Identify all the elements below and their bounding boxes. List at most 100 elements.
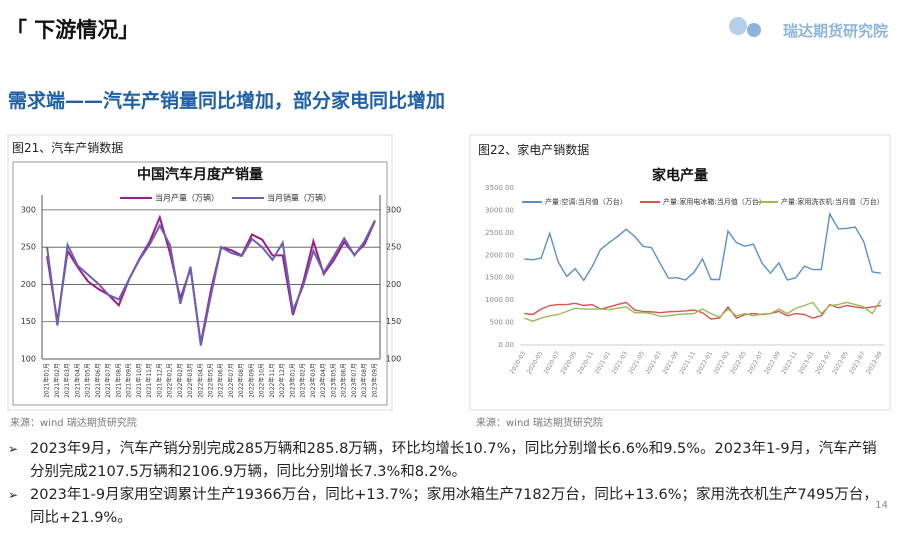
figure-frame — [469, 134, 891, 411]
x-tick-label: 2023年04月 — [319, 363, 327, 398]
header-title: 「 下游情况」 — [6, 18, 140, 42]
y-tick-label: 150 — [21, 317, 36, 326]
x-tick-label: 2022-09 — [763, 350, 782, 375]
series-line — [523, 299, 882, 322]
bullets: 2023年9月，汽车产销分别完成285万辆和285.8万辆，环比均增长10.7%… — [8, 438, 878, 530]
y2-tick-label: 250 — [386, 243, 401, 252]
x-tick-label: 2023年06月 — [340, 363, 348, 398]
page-number: 14 — [875, 500, 888, 511]
x-tick-label: 2022年10月 — [258, 363, 266, 398]
x-tick-label: 2022年02月 — [176, 363, 184, 398]
x-tick-label: 2020-09 — [560, 350, 579, 375]
x-tick-label: 2021年05月 — [84, 363, 92, 398]
y-tick-label: 3500.00 — [485, 184, 514, 192]
y2-tick-label: 200 — [386, 280, 401, 289]
y-tick-label: 200 — [21, 280, 36, 289]
y-tick-label: 3000.00 — [485, 206, 514, 214]
bullet: 2023年1-9月家用空调累计生产19366万台，同比+13.7%；家用冰箱生产… — [8, 484, 878, 530]
x-tick-label: 2021年07月 — [104, 363, 112, 398]
x-tick-label: 2021年03月 — [63, 363, 71, 398]
figure-frame — [7, 134, 393, 411]
x-tick-label: 2022年12月 — [278, 363, 286, 398]
figure-source: 来源：wind 瑞达期货研究院 — [10, 418, 137, 429]
x-tick-label: 2022-03 — [712, 350, 731, 375]
x-tick-label: 2021年11月 — [145, 363, 153, 398]
x-tick-label: 2021-05 — [628, 350, 647, 375]
legend-label: 产量:家用电冰箱:当月值（万台） — [663, 197, 766, 206]
x-tick-label: 2021-09 — [661, 350, 680, 375]
x-tick-label: 2020-03 — [509, 350, 528, 375]
y2-tick-label: 100 — [386, 355, 401, 364]
x-tick-label: 2021年06月 — [94, 363, 102, 398]
x-tick-label: 2022-11 — [780, 350, 799, 375]
x-tick-label: 2023年01月 — [288, 363, 296, 398]
x-tick-label: 2022年04月 — [196, 363, 204, 398]
y-tick-label: 500.00 — [490, 319, 515, 327]
legend-label: 产量:家用洗衣机:当月值（万台） — [781, 197, 884, 206]
x-tick-label: 2023年08月 — [360, 363, 368, 398]
chart-title: 家电产量 — [652, 167, 708, 184]
x-tick-label: 2023-05 — [831, 350, 850, 375]
x-tick-label: 2021年12月 — [155, 363, 163, 398]
legend-label: 产量:空调:当月值（万台） — [545, 197, 627, 206]
figure-source: 来源：wind 瑞达期货研究院 — [476, 418, 603, 429]
y-tick-label: 250 — [21, 243, 36, 252]
y-tick-label: 2000.00 — [485, 251, 514, 259]
y-tick-label: 100 — [21, 355, 36, 364]
logo-icon — [747, 23, 761, 37]
logo-icon — [729, 17, 747, 35]
x-tick-label: 2022年07月 — [227, 363, 235, 398]
x-tick-label: 2021年01月 — [43, 363, 51, 398]
legend-label: 当月产量（万辆） — [155, 193, 219, 203]
x-tick-label: 2022年01月 — [166, 363, 174, 398]
y-tick-label: 1000.00 — [485, 296, 514, 304]
y2-tick-label: 150 — [386, 317, 401, 326]
x-tick-label: 2023年02月 — [299, 363, 307, 398]
x-tick-label: 2022年09月 — [247, 363, 255, 398]
x-tick-label: 2021年08月 — [114, 363, 122, 398]
y-tick-label: 300 — [21, 205, 36, 214]
y-tick-label: 2500.00 — [485, 229, 514, 237]
x-tick-label: 2023-01 — [797, 350, 816, 375]
x-tick-label: 2020-07 — [543, 350, 562, 375]
x-tick-label: 2023-07 — [848, 350, 867, 375]
series-line — [524, 301, 881, 320]
x-tick-label: 2022年06月 — [217, 363, 225, 398]
x-tick-label: 2023年05月 — [329, 363, 337, 398]
y-tick-label: 1500.00 — [485, 274, 514, 282]
x-tick-label: 2021-11 — [678, 350, 697, 375]
x-tick-label: 2021年04月 — [73, 363, 81, 398]
x-tick-label: 2021-07 — [644, 350, 663, 375]
subtitle: 需求端——汽车产销量同比增加，部分家电同比增加 — [8, 90, 446, 112]
y-tick-label: 0.00 — [498, 341, 514, 349]
y2-tick-label: 300 — [386, 205, 401, 214]
chart-frame — [12, 161, 388, 406]
x-tick-label: 2020-11 — [577, 350, 596, 375]
bullet: 2023年9月，汽车产销分别完成285万辆和285.8万辆，环比均增长10.7%… — [8, 438, 878, 484]
x-tick-label: 2020-05 — [526, 350, 545, 375]
x-tick-label: 2023-03 — [814, 350, 833, 375]
series-line — [524, 211, 881, 282]
x-tick-label: 2023年03月 — [309, 363, 317, 398]
figure-caption: 图22、家电产销数据 — [478, 143, 590, 157]
x-tick-label: 2023年09月 — [370, 363, 378, 398]
x-tick-label: 2022-07 — [746, 350, 765, 375]
series-line — [46, 219, 376, 346]
x-tick-label: 2021年09月 — [125, 363, 133, 398]
logo-text: 瑞达期货研究院 — [782, 22, 888, 40]
figure-caption: 图21、汽车产销数据 — [12, 141, 124, 155]
x-tick-label: 2021-01 — [594, 350, 613, 375]
x-tick-label: 2023年07月 — [350, 363, 358, 398]
x-tick-label: 2022年05月 — [207, 363, 215, 398]
chart-title: 中国汽车月度产销量 — [137, 166, 263, 183]
x-tick-label: 2022-01 — [695, 350, 714, 375]
x-tick-label: 2022年11月 — [268, 363, 276, 398]
x-tick-label: 2022-05 — [729, 350, 748, 375]
series-line — [46, 214, 376, 344]
x-tick-label: 2022年08月 — [237, 363, 245, 398]
legend-label: 当月销量（万辆） — [267, 193, 331, 203]
x-tick-label: 2023-09 — [865, 350, 884, 375]
x-tick-label: 2021-03 — [611, 350, 630, 375]
